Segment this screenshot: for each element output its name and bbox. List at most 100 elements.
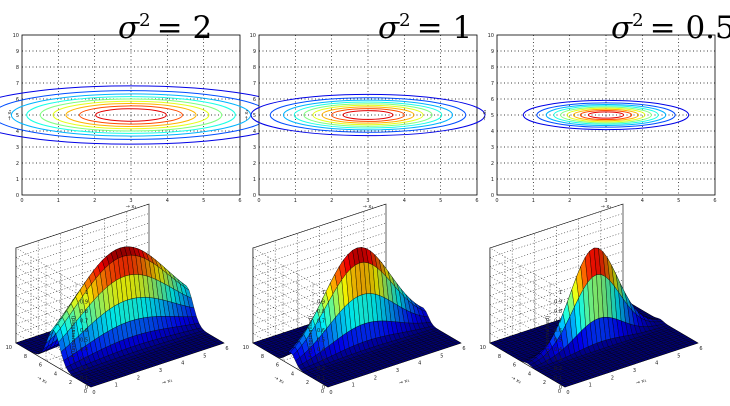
title-value: = 0.5: [650, 10, 730, 46]
x-tick-label: 5: [202, 198, 205, 204]
y-tick-label: 7: [16, 81, 19, 87]
y-tick-label: 10: [480, 345, 486, 351]
x-tick-label: 0: [566, 390, 569, 396]
y-tick-label: 9: [16, 49, 19, 55]
y-tick-label: 4: [291, 371, 294, 377]
z-tick-label: 0.3: [80, 357, 88, 363]
y-tick-label: 1: [253, 177, 256, 183]
x-tick-label: 5: [203, 353, 206, 359]
x-tick-label: 6: [462, 346, 465, 352]
y-tick-label: 6: [39, 363, 42, 369]
title-sigma: σ: [378, 10, 400, 46]
grid-line-x: [126, 211, 202, 351]
surface-plot-3: 00.10.20.30.40.50.60.70.80.9101234560246…: [480, 203, 703, 396]
surface-plot-1: 00.10.20.30.40.50.60.70.80.9101234560246…: [6, 203, 229, 396]
chart-title: σ2 = 1: [378, 10, 472, 46]
grid-line-x: [60, 233, 136, 373]
y-tick-label: 0: [491, 193, 494, 199]
contour-level: [52, 100, 210, 130]
z-tick-label: 0.7: [554, 319, 562, 325]
y-tick-label: 8: [498, 354, 501, 360]
y-tick-label: 5: [253, 113, 256, 119]
z-tick-label: 0.6: [80, 328, 88, 334]
x-tick-label: 6: [238, 198, 241, 204]
y-axis-label: → x₂: [273, 375, 285, 385]
z-tick-label: 0.6: [317, 328, 325, 334]
title-superscript: 2: [632, 10, 643, 31]
title-superscript: 2: [399, 10, 410, 31]
y-tick-label: 10: [243, 345, 249, 351]
x-tick-label: 5: [677, 353, 680, 359]
z-tick-label: 0.2: [554, 366, 562, 372]
contour-level: [342, 110, 394, 120]
contour-level: [95, 108, 167, 122]
z-tick-label: 1: [559, 290, 562, 296]
x-tick-label: 2: [137, 375, 140, 381]
z-axis-label: → f (unnormalised): [308, 316, 314, 363]
y-tick-label: 0: [321, 389, 324, 395]
x-tick-label: 3: [633, 368, 636, 374]
contour-level: [587, 111, 625, 119]
grid-line-z: [252, 241, 387, 331]
contour-level: [545, 103, 667, 127]
z-tick-label: 0.8: [317, 309, 325, 315]
title-sigma: σ: [118, 10, 140, 46]
grid-line-z: [252, 203, 387, 293]
z-tick-label: 0.2: [317, 366, 325, 372]
contour-level: [522, 99, 690, 131]
z-axis-label: → f (unnormalised): [545, 316, 551, 363]
grid-line-x: [104, 218, 180, 358]
y-tick-label: 3: [491, 145, 494, 151]
x-tick-label: 2: [611, 375, 614, 381]
grid-line-x: [556, 226, 632, 366]
grid-line-x: [600, 211, 676, 351]
y-axis-label: → x₂: [244, 110, 250, 121]
x-tick-label: 3: [129, 198, 132, 204]
y-tick-label: 3: [253, 145, 256, 151]
contour-level: [312, 104, 424, 126]
x-axis-label: → x₁: [635, 378, 647, 387]
surface-mesh: [489, 247, 699, 388]
z-tick-label: 0.3: [317, 357, 325, 363]
grid-line-x: [578, 218, 654, 358]
contour-level: [282, 99, 454, 131]
x-tick-label: 6: [699, 346, 702, 352]
x-tick-label: 2: [374, 375, 377, 381]
x-tick-label: 1: [589, 383, 592, 389]
z-tick-label: 0.9: [317, 300, 325, 306]
x-tick-label: 1: [57, 198, 60, 204]
chart-title: σ2 = 2: [118, 10, 212, 46]
x-tick-label: 6: [475, 198, 478, 204]
y-tick-label: 6: [513, 363, 516, 369]
title-superscript: 2: [139, 10, 150, 31]
grid-line-x: [37, 240, 114, 380]
x-tick-label: 0: [92, 390, 95, 396]
contour-level: [293, 101, 443, 129]
y-tick-label: 0: [253, 193, 256, 199]
y-tick-label: 10: [13, 33, 19, 39]
contour-level: [250, 93, 486, 137]
y-tick-label: 4: [528, 371, 531, 377]
grid-line-x: [319, 226, 395, 366]
z-tick-label: 0.1: [317, 376, 325, 382]
y-tick-label: 0: [84, 389, 87, 395]
x-tick-label: 1: [532, 198, 535, 204]
z-tick-label: 0.1: [80, 376, 88, 382]
x-tick-label: 3: [366, 198, 369, 204]
x-tick-label: 6: [225, 346, 228, 352]
y-tick-label: 7: [253, 81, 256, 87]
surface-mesh: [15, 246, 225, 388]
y-tick-label: 8: [253, 65, 256, 71]
grid-line-x: [297, 233, 373, 373]
y-tick-label: 8: [261, 354, 264, 360]
x-tick-label: 1: [294, 198, 297, 204]
grid-line-x: [363, 211, 439, 351]
grid-line-z: [15, 203, 150, 293]
z-tick-label: 0.2: [80, 366, 88, 372]
contour-level: [303, 103, 433, 127]
z-tick-label: 0.9: [554, 300, 562, 306]
z-tick-label: 0.6: [554, 328, 562, 334]
y-tick-label: 9: [253, 49, 256, 55]
